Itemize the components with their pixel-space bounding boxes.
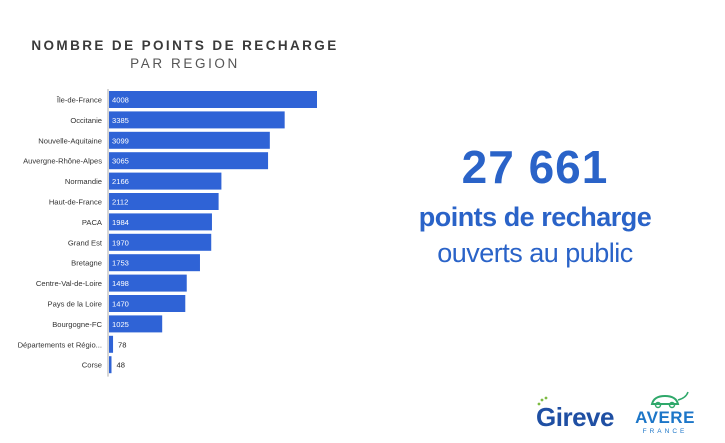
gireve-dots-icon [537, 396, 548, 406]
bar [109, 131, 270, 149]
bar [109, 233, 212, 251]
data-label: 48 [116, 361, 124, 370]
category-label: PACA [82, 218, 103, 227]
avere-logo-subtext: FRANCE [642, 428, 688, 435]
category-label: Bretagne [71, 259, 102, 268]
data-label: 2166 [112, 177, 129, 186]
category-label: Nouvelle-Aquitaine [38, 136, 102, 145]
bar [109, 254, 200, 272]
category-label: Pays de la Loire [48, 300, 102, 309]
bar [109, 356, 112, 374]
category-label: Occitanie [70, 116, 102, 125]
data-label: 1984 [112, 218, 129, 227]
category-label: Haut-de-France [49, 198, 102, 207]
bar [109, 111, 285, 129]
chart-title: NOMBRE DE POINTS DE RECHARGE [31, 38, 339, 53]
data-label: 3099 [112, 136, 129, 145]
data-label: 1025 [112, 320, 129, 329]
bar [109, 315, 163, 333]
bar [109, 152, 269, 170]
category-label: Normandie [65, 177, 102, 186]
data-label: 1970 [112, 238, 129, 247]
headline-line2: ouverts au public [437, 238, 633, 268]
category-label: Corse [82, 361, 102, 370]
avere-logo-text: AVERE [635, 408, 695, 427]
category-label: Auvergne-Rhône-Alpes [23, 157, 102, 166]
data-label: 78 [118, 340, 126, 349]
headline-line1: points de recharge [418, 202, 652, 232]
category-label: Île-de-France [56, 96, 102, 105]
category-label: Grand Est [68, 238, 103, 247]
gireve-logo: Gireve [536, 396, 614, 434]
bar-chart: Île-de-France 4008 Occitanie 3385 Nouvelle-A… [18, 89, 317, 377]
avere-logo: AVERE FRANCE [630, 388, 700, 440]
bar [109, 193, 219, 210]
bar [109, 274, 187, 292]
data-label: 4008 [112, 96, 129, 105]
bar [109, 213, 212, 231]
gireve-logo-text: Gireve [536, 402, 614, 432]
bar [109, 91, 317, 108]
bar [109, 295, 186, 312]
category-label: Centre-Val-de-Loire [36, 279, 102, 288]
data-label: 1753 [112, 259, 129, 268]
data-label: 3385 [112, 116, 129, 125]
data-label: 2112 [112, 198, 128, 207]
car-plug-icon [650, 391, 689, 409]
category-label: Départements et Régio... [18, 340, 102, 349]
bar [109, 172, 222, 190]
bar [109, 335, 114, 353]
headline-number: 27 661 [461, 141, 609, 193]
data-label: 1470 [112, 300, 129, 309]
data-label: 1498 [112, 279, 129, 288]
data-label: 3065 [112, 157, 129, 166]
category-label: Bourgogne-FC [52, 320, 102, 329]
chart-subtitle: PAR REGION [130, 56, 240, 71]
